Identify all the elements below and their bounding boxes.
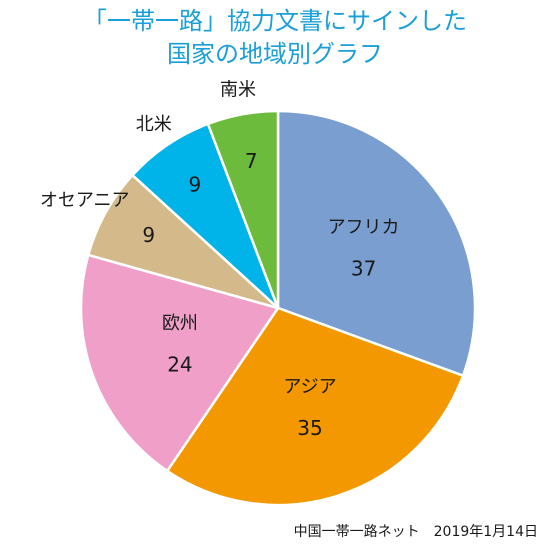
pie-slice-europe	[79, 253, 280, 473]
chart-title-line-2: 国家の地域別グラフ	[167, 40, 383, 68]
pie-slices	[79, 109, 477, 507]
slice-value-asia: 35	[297, 416, 322, 440]
pie-slice-south-america	[206, 109, 280, 310]
slice-value-oceania: 9	[142, 223, 155, 247]
slice-value-south-america: 7	[245, 149, 258, 173]
pie-slice-africa	[276, 109, 477, 377]
slice-value-north-america: 9	[189, 172, 202, 196]
pie-slice-asia	[165, 306, 465, 507]
pie-labels: アフリカ 37 アジア 35 欧州 24 オセアニア 9 北米 9 南米 7	[40, 80, 400, 440]
slice-label-south-america: 南米	[220, 80, 256, 101]
slice-label-oceania: オセアニア	[40, 190, 130, 211]
source-note: 中国一帯一路ネット 2019年1月14日	[294, 524, 538, 540]
slice-label-north-america: 北米	[136, 114, 172, 135]
slice-label-africa: アフリカ	[328, 217, 400, 238]
slice-value-africa: 37	[351, 257, 376, 281]
chart-title-line-1: 「一帯一路」協力文書にサインした	[83, 7, 467, 35]
slice-label-europe: 欧州	[162, 313, 198, 334]
slice-value-europe: 24	[167, 352, 192, 376]
slice-label-asia: アジア	[283, 376, 336, 397]
